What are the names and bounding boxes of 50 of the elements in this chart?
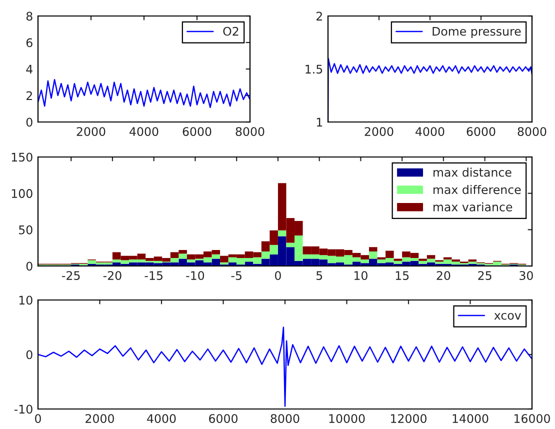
x-tick-label: 4000	[147, 414, 176, 423]
x-tick-label: 6000	[209, 414, 238, 423]
x-tick-label: 4000	[130, 127, 158, 136]
x-tick-label: -15	[144, 271, 162, 280]
y-tick-label: 6	[26, 38, 32, 48]
x-tick-label: 16000	[514, 414, 550, 423]
y-tick-label: 4	[26, 64, 32, 74]
x-tick-label: 15	[396, 271, 409, 280]
y-tick-label: 50	[19, 225, 32, 234]
x-tick-label: -10	[186, 271, 204, 280]
y-tick-label: 8	[26, 12, 32, 21]
x-tick-label: 8000	[518, 127, 546, 136]
y-tick-label: 2	[316, 12, 322, 20]
legend-label: max distance	[434, 168, 512, 177]
x-tick-label: 8000	[270, 414, 300, 423]
x-tick-label: 10	[354, 271, 368, 280]
x-tick-label: 25	[478, 271, 492, 280]
y-tick-label: 1.5	[306, 64, 322, 74]
legend-label: max difference	[434, 184, 521, 194]
y-tick-label: 0	[26, 350, 32, 360]
x-tick-label: 2000	[86, 414, 114, 423]
x-tick-label: 30	[520, 271, 533, 280]
x-tick-label: 4000	[416, 127, 444, 136]
x-tick-label: 10000	[329, 414, 365, 423]
legend-label: Dome pressure	[432, 26, 521, 38]
x-tick-label: -25	[62, 271, 80, 280]
y-tick-label: 2	[26, 91, 32, 100]
x-tick-label: -20	[103, 271, 122, 280]
x-tick-label: 8000	[236, 127, 264, 136]
y-tick-label: 0	[26, 262, 32, 271]
x-tick-label: 14000	[452, 414, 488, 423]
y-tick-label: 150	[12, 152, 32, 162]
x-tick-label: 2000	[364, 127, 394, 136]
x-tick-label: 6000	[182, 127, 212, 136]
y-tick-label: 10	[19, 296, 32, 305]
x-tick-label: -5	[231, 271, 242, 280]
x-tick-label: 0	[274, 271, 281, 280]
y-tick-label: 0	[26, 118, 32, 127]
x-tick-label: 6000	[466, 127, 496, 136]
y-tick-label: 1	[316, 118, 322, 126]
x-tick-label: 2000	[76, 127, 106, 136]
x-tick-label: 20	[436, 271, 450, 280]
y-tick-label: -10	[14, 404, 32, 414]
legend-label: xcov	[494, 312, 522, 320]
x-tick-label: 12000	[391, 414, 426, 423]
y-tick-label: 100	[12, 189, 32, 198]
legend-label: max variance	[434, 202, 512, 212]
legend-label: O2	[223, 26, 238, 36]
x-tick-label: 5	[316, 271, 322, 280]
x-tick-label: 0	[35, 414, 41, 423]
